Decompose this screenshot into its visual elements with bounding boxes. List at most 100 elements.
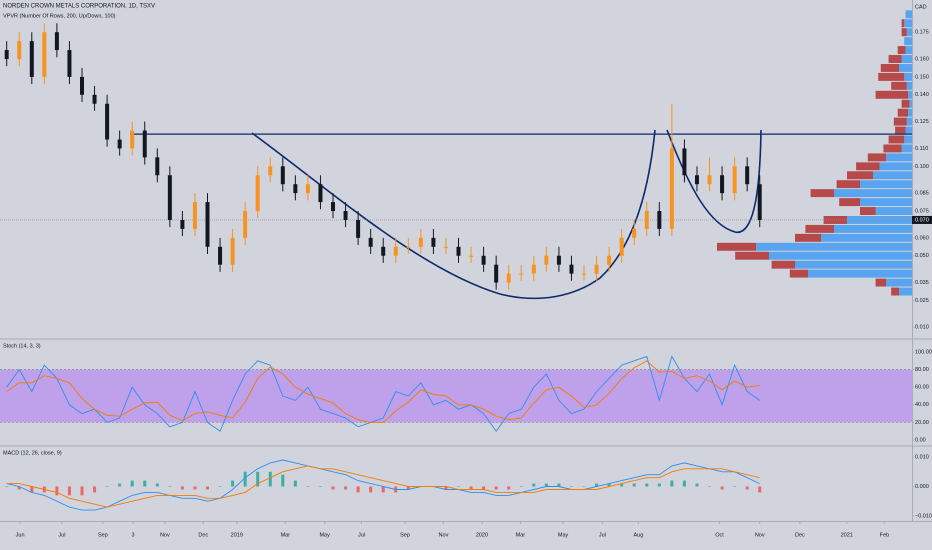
candle-body [381, 246, 386, 256]
x-tick-label: Nov [755, 532, 765, 538]
x-tick-label: Mar [516, 532, 526, 538]
vp-up-bar [899, 63, 912, 72]
y-tick-label: 0.140 [915, 92, 929, 98]
candle-body [569, 264, 574, 274]
stoch-band [0, 369, 912, 423]
y-tick-label: 0.160 [915, 56, 929, 62]
candle-body [732, 166, 737, 194]
macd-histogram-bar [55, 486, 59, 496]
candle-body [694, 175, 699, 185]
y-tick-label: 40.00 [915, 402, 929, 408]
vp-up-bar [906, 117, 912, 126]
candle-body [4, 50, 9, 60]
vp-down-bar [856, 162, 880, 171]
candle-body [167, 175, 172, 220]
macd-histogram-bar [130, 480, 134, 487]
macd-histogram-bar [607, 483, 611, 487]
y-tick-label: −0.010 [915, 513, 932, 519]
candle-body [632, 228, 637, 238]
macd-histogram-bar [695, 483, 699, 487]
vp-up-bar [834, 189, 912, 198]
vp-down-bar [895, 126, 906, 135]
macd-histogram-bar [143, 480, 147, 487]
candle-body [29, 41, 34, 77]
candle-body [469, 255, 474, 257]
macd-histogram-bar [118, 483, 122, 487]
y-tick-label: 20.00 [915, 420, 929, 426]
vp-down-bar [901, 99, 910, 108]
macd-histogram-bar [569, 486, 573, 488]
vp-down-bar [893, 117, 907, 126]
vp-down-bar [717, 242, 756, 251]
y-tick-label: 0.125 [915, 119, 929, 125]
candle-body [105, 103, 110, 140]
vp-up-bar [905, 46, 912, 55]
y-tick-label: 0.060 [915, 235, 929, 241]
vp-up-bar [860, 180, 912, 189]
currency-label: CAD [915, 4, 927, 10]
candle-body [268, 166, 273, 176]
vp-down-bar [771, 260, 795, 269]
vp-up-bar [886, 153, 912, 162]
candle-body [682, 148, 687, 176]
x-tick-label: May [319, 532, 330, 538]
vp-up-bar [905, 126, 912, 135]
candle-body [280, 166, 285, 185]
vp-up-bar [904, 135, 912, 144]
vp-up-bar [847, 215, 912, 224]
x-tick-label: 2020 [476, 532, 488, 538]
macd-histogram-bar [231, 480, 235, 487]
candle-body [343, 211, 348, 220]
vp-up-bar [879, 162, 912, 171]
candle-body [506, 273, 511, 283]
vp-up-bar [904, 37, 912, 46]
vp-up-bar [906, 81, 912, 90]
macd-histogram-bar [344, 486, 348, 490]
candle-body [368, 237, 373, 247]
candle-body [519, 273, 524, 275]
vp-up-bar [899, 287, 912, 296]
vp-up-bar [906, 28, 912, 37]
macd-histogram-bar [733, 486, 737, 488]
macd-histogram-bar [168, 486, 172, 488]
candle-body [720, 175, 725, 194]
candle-body [54, 32, 59, 51]
vp-up-bar [834, 224, 912, 233]
vp-up-bar [886, 278, 912, 287]
macd-histogram-bar [356, 486, 360, 493]
candle-body [431, 237, 436, 247]
vp-down-bar [897, 46, 906, 55]
candle-body [79, 76, 84, 95]
chart-title: NORDEN CROWN METALS CORPORATION, 1D, TSX… [3, 4, 155, 10]
candle-body [130, 130, 135, 149]
candle-body [481, 255, 486, 265]
macd-histogram-bar [758, 486, 762, 493]
x-tick-label: 2019 [231, 532, 243, 538]
x-tick-label: Jun [16, 532, 25, 538]
macd-histogram-bar [306, 486, 310, 488]
candle-body [142, 130, 147, 158]
candle-body [205, 202, 210, 247]
y-tick-label: 0.100 [915, 164, 929, 170]
vp-up-bar [873, 171, 912, 180]
vp-down-bar [860, 207, 876, 215]
macd-line [6, 459, 760, 511]
macd-histogram-bar [218, 486, 222, 488]
candle-body [644, 211, 649, 229]
candle-body [418, 237, 423, 247]
candle-body [17, 41, 22, 60]
x-tick-label: Jul [599, 532, 606, 538]
vp-down-bar [823, 215, 847, 224]
macd-histogram-bar [155, 483, 159, 487]
vp-down-bar [888, 135, 905, 144]
macd-histogram-bar [670, 480, 674, 487]
x-tick-label: 3 [132, 532, 135, 538]
x-tick-label: 2021 [841, 532, 853, 538]
candle-body [180, 219, 185, 229]
candle-body [255, 175, 260, 212]
x-tick-label: Jul [358, 532, 365, 538]
macd-histogram-bar [243, 471, 247, 487]
macd-histogram-bar [67, 486, 71, 496]
vp-up-bar [860, 198, 912, 207]
macd-histogram-bar [406, 486, 410, 490]
